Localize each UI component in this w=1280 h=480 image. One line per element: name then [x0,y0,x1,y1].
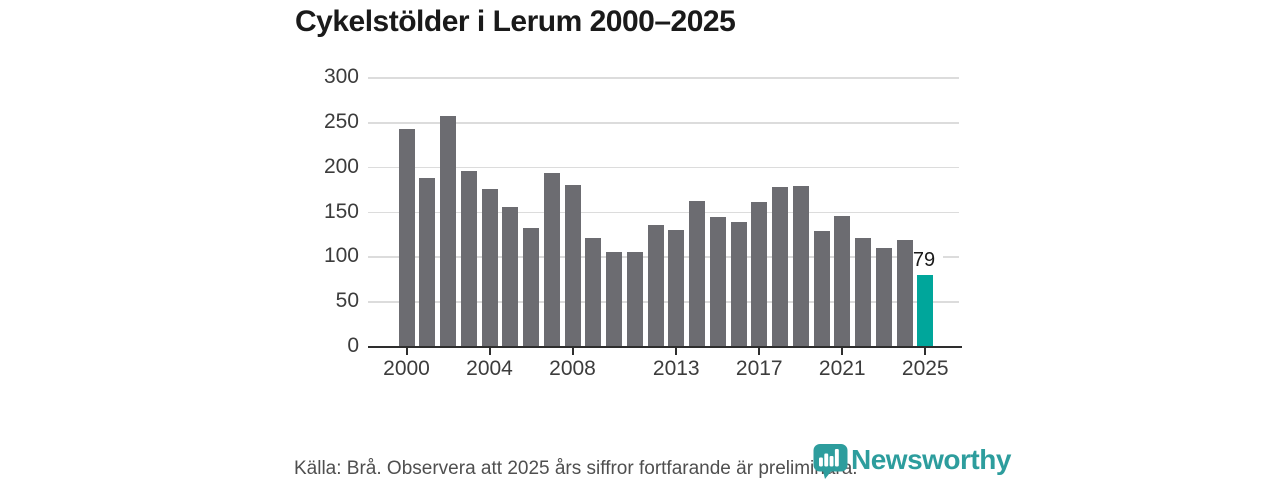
bar-2014 [689,200,705,346]
bar-2019 [792,185,809,346]
chart-title: Cykelstölder i Lerum 2000–2025 [295,5,736,38]
bar-2009 [585,237,602,346]
bar-2023 [875,248,892,346]
bar-2016 [730,222,747,346]
bar-2007 [543,173,560,346]
x-tick-2004 [488,348,491,355]
y-axis-label: 50 [335,289,359,313]
bar-2020 [813,231,830,346]
x-axis-label: 2021 [818,357,866,380]
source-note: Källa: Brå. Observera att 2025 års siffr… [294,458,858,479]
x-axis-label: 2008 [549,357,596,380]
y-axis-label: 100 [323,244,359,268]
bar-2010 [606,251,622,346]
bar-2005 [502,207,519,346]
y-axis-label: 300 [323,65,359,89]
bar-2024 [896,240,913,346]
bar-2017 [751,201,768,346]
x-tick-2008 [571,348,574,355]
x-axis-label: 2017 [735,357,783,380]
bar-2002 [440,115,456,346]
x-axis-label: 2013 [652,357,700,380]
value-label: 79 [905,249,943,272]
y-axis-label: 200 [323,154,359,178]
newsworthy-wordmark: Newsworthy [851,444,1011,475]
bar-2015 [709,216,726,346]
x-tick-2021 [841,348,844,355]
bar-chart-speech-bubble-icon [813,444,848,479]
bar-2003 [460,171,477,346]
gridline-200 [368,166,959,169]
bar-2006 [523,227,539,346]
y-axis-label: 150 [323,199,359,223]
y-axis-label: 250 [323,110,359,133]
bar-2022 [855,237,871,346]
bar-2013 [668,229,685,346]
bar-2004 [481,189,498,346]
bar-2011 [626,251,643,346]
x-axis-line [368,345,962,348]
gridline-50 [368,301,959,303]
x-axis-label: 2000 [383,357,430,380]
y-axis-label: 0 [347,334,359,357]
bar-2001 [419,177,436,346]
bar-2000 [398,129,415,346]
gridline-250 [368,122,959,124]
newsworthy-logo: Newsworthy [813,443,1011,479]
x-tick-2025 [924,348,927,355]
bar-2025 [917,275,934,346]
gridline-100 [368,256,959,258]
bar-2021 [834,216,851,346]
gridline-300 [368,77,959,79]
x-tick-2017 [758,348,761,355]
x-axis-label: 2004 [466,357,513,380]
x-axis-label: 2025 [901,357,949,380]
bar-2008 [564,184,581,346]
x-tick-2013 [675,348,678,355]
x-tick-2000 [405,348,408,355]
bar-2012 [647,225,664,346]
bar-2018 [772,186,788,346]
gridline-150 [368,211,959,214]
